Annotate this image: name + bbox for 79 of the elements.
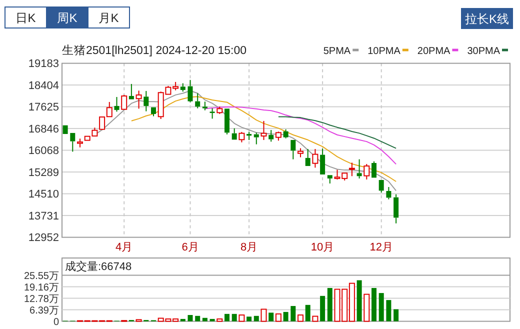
- bar: [180, 318, 186, 322]
- candlestick: [320, 148, 326, 174]
- y-tick-label: 12952: [28, 232, 59, 244]
- candlestick: [70, 132, 76, 152]
- candlestick: [327, 175, 332, 184]
- y-tick-label: 14510: [28, 188, 59, 201]
- x-tick-label: 6月: [182, 241, 199, 254]
- candlestick: [195, 92, 200, 109]
- bar: [232, 314, 237, 322]
- y-tick-label: 25.55万: [24, 270, 59, 282]
- y-tick-label: 19.16万: [24, 282, 59, 294]
- candlestick: [386, 186, 392, 200]
- candlestick: [188, 79, 193, 103]
- y-tick-label: 12.78万: [24, 294, 59, 305]
- bar: [364, 294, 370, 322]
- candlestick: [283, 128, 288, 139]
- bar: [298, 314, 304, 322]
- bar: [216, 318, 223, 322]
- y-tick-label: 15289: [28, 166, 59, 179]
- bar: [320, 296, 326, 322]
- bar: [394, 309, 399, 322]
- bar: [260, 308, 267, 322]
- bar: [195, 316, 200, 322]
- line-series: [278, 116, 397, 149]
- x-tick-label: 4月: [116, 241, 133, 254]
- bar: [312, 316, 318, 322]
- y-tick-label: 16846: [28, 123, 59, 136]
- y-tick-label: 16068: [28, 145, 59, 158]
- bar: [386, 300, 392, 322]
- y-tick-label: 19183: [28, 58, 59, 70]
- bar: [188, 315, 193, 322]
- bar: [210, 318, 215, 322]
- bar: [254, 316, 259, 322]
- bar: [224, 314, 230, 322]
- y-tick-label: 17625: [28, 102, 59, 114]
- bar: [246, 316, 252, 322]
- x-tick-label: 12月: [370, 241, 393, 254]
- bar: [283, 312, 288, 322]
- x-tick-label: 8月: [240, 241, 258, 254]
- candlestick: [128, 83, 134, 100]
- bar: [202, 318, 208, 322]
- candlestick: [232, 128, 237, 140]
- text: 拉长K线: [464, 12, 510, 26]
- bar: [356, 280, 362, 322]
- y-tick-label: 18404: [28, 80, 59, 92]
- y-tick-label: 6.39万: [30, 305, 59, 316]
- candlestick: [290, 140, 296, 160]
- candlestick: [210, 108, 215, 120]
- candlestick: [378, 180, 384, 194]
- x-tick-label: 10月: [310, 241, 334, 254]
- bar: [275, 313, 282, 322]
- y-tick-label: 13731: [28, 210, 59, 222]
- candlestick: [356, 158, 362, 179]
- bar: [268, 312, 274, 322]
- candlestick: [62, 125, 68, 134]
- text: 周K: [57, 11, 78, 25]
- bar: [372, 288, 376, 322]
- candlestick: [224, 108, 230, 135]
- legend-label: 10PMA: [368, 46, 401, 57]
- bar: [290, 306, 296, 322]
- legend-label: 30PMA: [467, 46, 500, 57]
- chart-title: 生猪2501[lh2501] 2024-12-20 15:00: [62, 44, 247, 57]
- legend-label: 20PMA: [417, 46, 451, 57]
- bar: [327, 288, 332, 322]
- legend-label: 5PMA: [323, 46, 351, 57]
- candlestick: [254, 132, 259, 145]
- y-tick-label: 0: [53, 316, 60, 328]
- bar: [378, 293, 384, 322]
- candlestick: [151, 107, 156, 117]
- candlestick: [305, 148, 310, 166]
- text: 月K: [98, 11, 119, 25]
- bar: [305, 304, 310, 322]
- candlestick: [202, 101, 208, 111]
- candlestick: [144, 90, 149, 112]
- bar: [238, 314, 245, 322]
- candlestick: [136, 90, 142, 110]
- chart-title: 成交量:66748: [65, 260, 132, 273]
- text: 日K: [16, 11, 36, 25]
- candlestick: [394, 194, 399, 224]
